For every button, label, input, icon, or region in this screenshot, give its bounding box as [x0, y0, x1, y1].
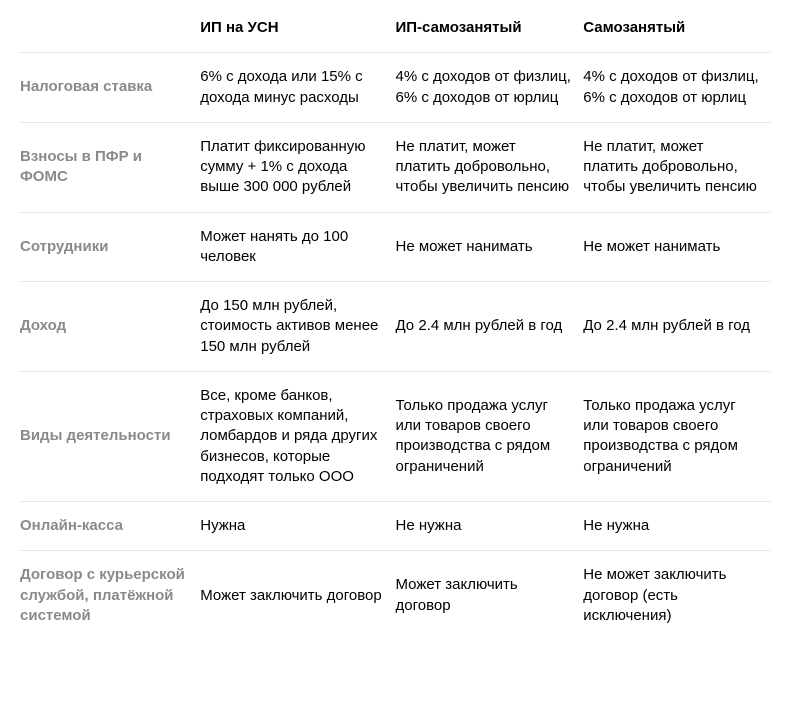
row-cell: Не может нанимать [395, 212, 583, 282]
row-cell: Платит фиксированную сумму + 1% с дохода… [200, 122, 395, 212]
row-cell: 4% с доходов от физлиц, 6% с доходов от … [395, 53, 583, 123]
row-cell: Не платит, может платить добровольно, чт… [395, 122, 583, 212]
row-cell: Только продажа услуг или товаров своего … [395, 371, 583, 501]
table-row: Сотрудники Может нанять до 100 человек Н… [20, 212, 771, 282]
comparison-table: ИП на УСН ИП-самозанятый Самозанятый Нал… [20, 18, 771, 640]
row-cell: До 2.4 млн рублей в год [395, 282, 583, 372]
row-label: Договор с курьерской службой, платёжной … [20, 551, 200, 640]
row-cell: Не может нанимать [583, 212, 771, 282]
table-row: Договор с курьерской службой, платёжной … [20, 551, 771, 640]
row-cell: Не может заключить договор (есть исключе… [583, 551, 771, 640]
table-row: Онлайн-касса Нужна Не нужна Не нужна [20, 502, 771, 551]
table-row: Налоговая ставка 6% с дохода или 15% с д… [20, 53, 771, 123]
row-cell: До 150 млн рублей, стоимость активов мен… [200, 282, 395, 372]
row-cell: Не нужна [395, 502, 583, 551]
table-row: Виды деятельности Все, кроме банков, стр… [20, 371, 771, 501]
row-cell: Может нанять до 100 человек [200, 212, 395, 282]
table-row: Взносы в ПФР и ФОМС Платит фиксированную… [20, 122, 771, 212]
row-label: Сотрудники [20, 212, 200, 282]
header-col-2: ИП-самозанятый [395, 18, 583, 53]
row-cell: Все, кроме банков, страховых компаний, л… [200, 371, 395, 501]
table-header-row: ИП на УСН ИП-самозанятый Самозанятый [20, 18, 771, 53]
header-col-1: ИП на УСН [200, 18, 395, 53]
header-empty [20, 18, 200, 53]
row-cell: Может заключить договор [200, 551, 395, 640]
row-cell: Может заключить договор [395, 551, 583, 640]
row-label: Виды деятельности [20, 371, 200, 501]
table-row: Доход До 150 млн рублей, стоимость актив… [20, 282, 771, 372]
row-cell: Не платит, может платить добровольно, чт… [583, 122, 771, 212]
row-cell: Не нужна [583, 502, 771, 551]
row-cell: 6% с дохода или 15% с дохода минус расхо… [200, 53, 395, 123]
row-cell: Только продажа услуг или товаров своего … [583, 371, 771, 501]
row-label: Онлайн-касса [20, 502, 200, 551]
row-label: Взносы в ПФР и ФОМС [20, 122, 200, 212]
header-col-3: Самозанятый [583, 18, 771, 53]
row-cell: До 2.4 млн рублей в год [583, 282, 771, 372]
row-cell: Нужна [200, 502, 395, 551]
row-label: Доход [20, 282, 200, 372]
row-label: Налоговая ставка [20, 53, 200, 123]
row-cell: 4% с доходов от физлиц, 6% с доходов от … [583, 53, 771, 123]
